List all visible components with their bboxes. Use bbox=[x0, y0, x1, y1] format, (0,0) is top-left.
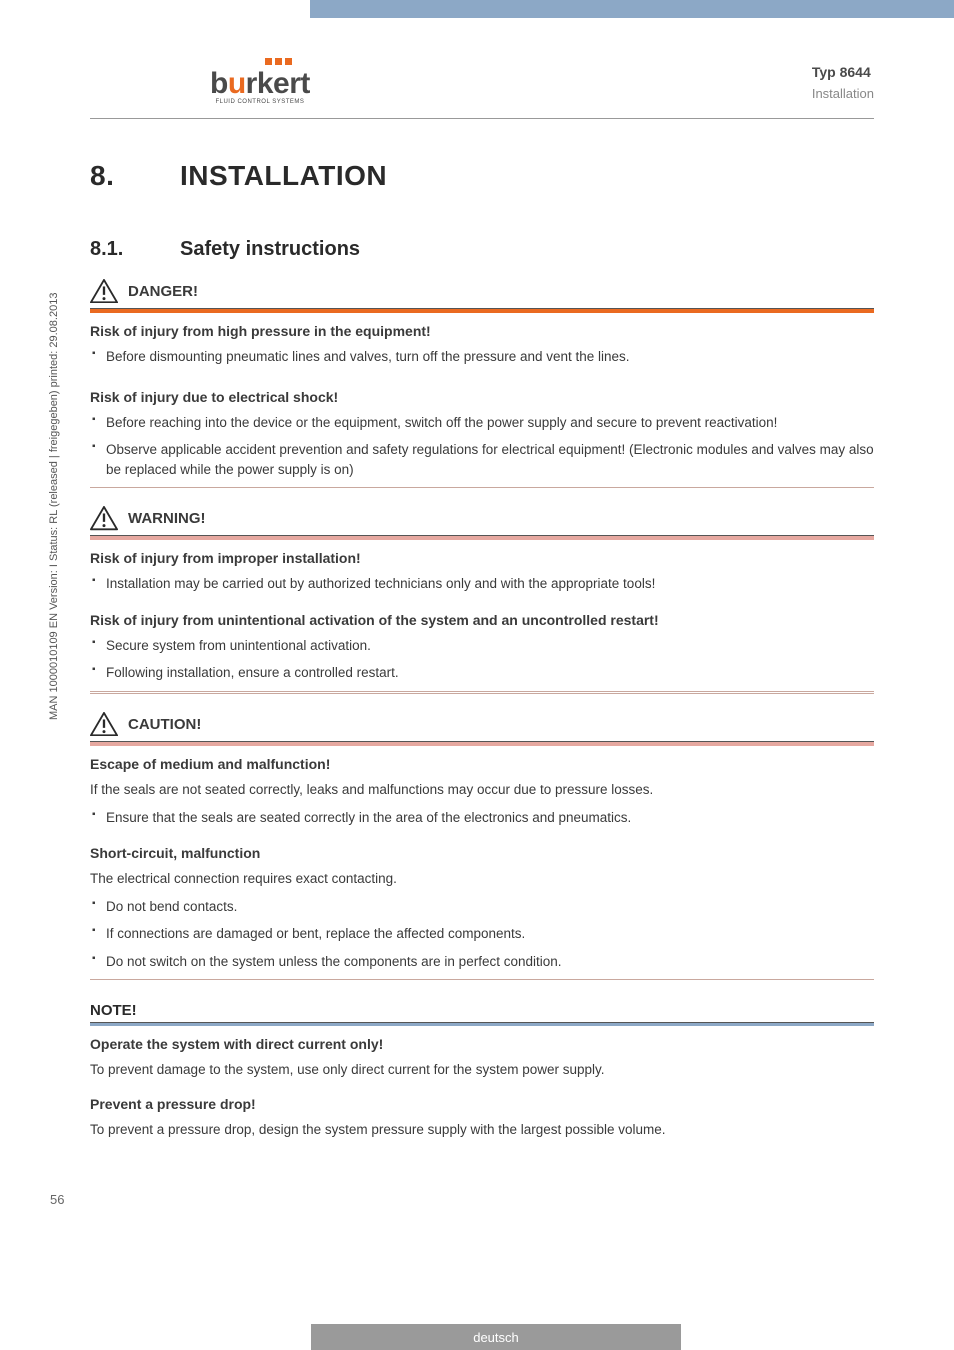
h1-title: INSTALLATION bbox=[180, 160, 387, 192]
note-label: NOTE! bbox=[90, 1002, 874, 1019]
warning-header: WARNING! bbox=[90, 506, 874, 533]
warning-triangle-icon bbox=[90, 279, 118, 304]
warning-rule bbox=[90, 535, 874, 540]
page-number: 56 bbox=[50, 1192, 64, 1207]
caution-bullet-2: Do not bend contacts. bbox=[90, 897, 874, 917]
logo: burkert FLUID CONTROL SYSTEMS bbox=[210, 58, 310, 105]
danger-label: DANGER! bbox=[128, 283, 198, 300]
note-subhead-2: Prevent a pressure drop! bbox=[90, 1096, 874, 1112]
caution-subhead-2: Short-circuit, malfunction bbox=[90, 845, 874, 861]
h2-number: 8.1. bbox=[90, 238, 180, 261]
caution-text-1: If the seals are not seated correctly, l… bbox=[90, 780, 874, 800]
warning-block: WARNING! Risk of injury from improper in… bbox=[90, 506, 874, 694]
warning-list-1: Installation may be carried out by autho… bbox=[90, 574, 874, 594]
danger-rule bbox=[90, 308, 874, 313]
note-subhead-1: Operate the system with direct current o… bbox=[90, 1036, 874, 1052]
caution-list-1: Ensure that the seals are seated correct… bbox=[90, 808, 874, 828]
danger-bullet-1: Before dismounting pneumatic lines and v… bbox=[90, 347, 874, 367]
page-header: burkert FLUID CONTROL SYSTEMS Typ 8644 I… bbox=[0, 50, 954, 110]
side-meta-text: MAN 1000010109 EN Version: I Status: RL … bbox=[48, 293, 60, 720]
caution-text-2: The electrical connection requires exact… bbox=[90, 869, 874, 889]
header-rule bbox=[90, 118, 874, 119]
warning-list-2: Secure system from unintentional activat… bbox=[90, 636, 874, 683]
danger-block: DANGER! Risk of injury from high pressur… bbox=[90, 279, 874, 488]
heading-1: 8. INSTALLATION bbox=[90, 160, 874, 192]
danger-header: DANGER! bbox=[90, 279, 874, 306]
logo-text: burkert bbox=[210, 67, 310, 101]
warning-label: WARNING! bbox=[128, 510, 206, 527]
danger-bullet-2: Before reaching into the device or the e… bbox=[90, 413, 874, 433]
caution-bullet-1: Ensure that the seals are seated correct… bbox=[90, 808, 874, 828]
danger-list-1: Before dismounting pneumatic lines and v… bbox=[90, 347, 874, 367]
logo-subtitle: FLUID CONTROL SYSTEMS bbox=[215, 99, 304, 105]
caution-label: CAUTION! bbox=[128, 716, 201, 733]
h2-title: Safety instructions bbox=[180, 238, 360, 261]
heading-2: 8.1. Safety instructions bbox=[90, 238, 874, 261]
caution-end-rule bbox=[90, 979, 874, 980]
caution-header: CAUTION! bbox=[90, 712, 874, 739]
warning-end-rule bbox=[90, 691, 874, 694]
warning-bullet-1: Installation may be carried out by autho… bbox=[90, 574, 874, 594]
header-right: Typ 8644 Installation bbox=[812, 64, 874, 101]
caution-subhead-1: Escape of medium and malfunction! bbox=[90, 756, 874, 772]
warning-bullet-2: Secure system from unintentional activat… bbox=[90, 636, 874, 656]
footer-language: deutsch bbox=[311, 1324, 681, 1350]
danger-list-2: Before reaching into the device or the e… bbox=[90, 413, 874, 480]
caution-rule bbox=[90, 741, 874, 746]
danger-subhead-1: Risk of injury from high pressure in the… bbox=[90, 323, 874, 339]
warning-subhead-1: Risk of injury from improper installatio… bbox=[90, 550, 874, 566]
note-text-2: To prevent a pressure drop, design the s… bbox=[90, 1120, 874, 1140]
content: 8. INSTALLATION 8.1. Safety instructions… bbox=[90, 160, 874, 1139]
header-section: Installation bbox=[812, 86, 874, 101]
caution-block: CAUTION! Escape of medium and malfunctio… bbox=[90, 712, 874, 980]
header-typ: Typ 8644 bbox=[812, 64, 874, 80]
warning-triangle-icon bbox=[90, 506, 118, 531]
danger-end-rule bbox=[90, 487, 874, 488]
note-rule bbox=[90, 1022, 874, 1026]
note-block: NOTE! Operate the system with direct cur… bbox=[90, 1002, 874, 1139]
h1-number: 8. bbox=[90, 160, 180, 192]
note-text-1: To prevent damage to the system, use onl… bbox=[90, 1060, 874, 1080]
logo-dots bbox=[265, 58, 292, 65]
caution-bullet-4: Do not switch on the system unless the c… bbox=[90, 952, 874, 972]
warning-bullet-3: Following installation, ensure a control… bbox=[90, 663, 874, 683]
caution-bullet-3: If connections are damaged or bent, repl… bbox=[90, 924, 874, 944]
warning-subhead-2: Risk of injury from unintentional activa… bbox=[90, 612, 874, 628]
top-accent-bar bbox=[310, 0, 954, 18]
danger-subhead-2: Risk of injury due to electrical shock! bbox=[90, 389, 874, 405]
warning-triangle-icon bbox=[90, 712, 118, 737]
caution-list-2: Do not bend contacts. If connections are… bbox=[90, 897, 874, 972]
danger-bullet-3: Observe applicable accident prevention a… bbox=[90, 440, 874, 479]
